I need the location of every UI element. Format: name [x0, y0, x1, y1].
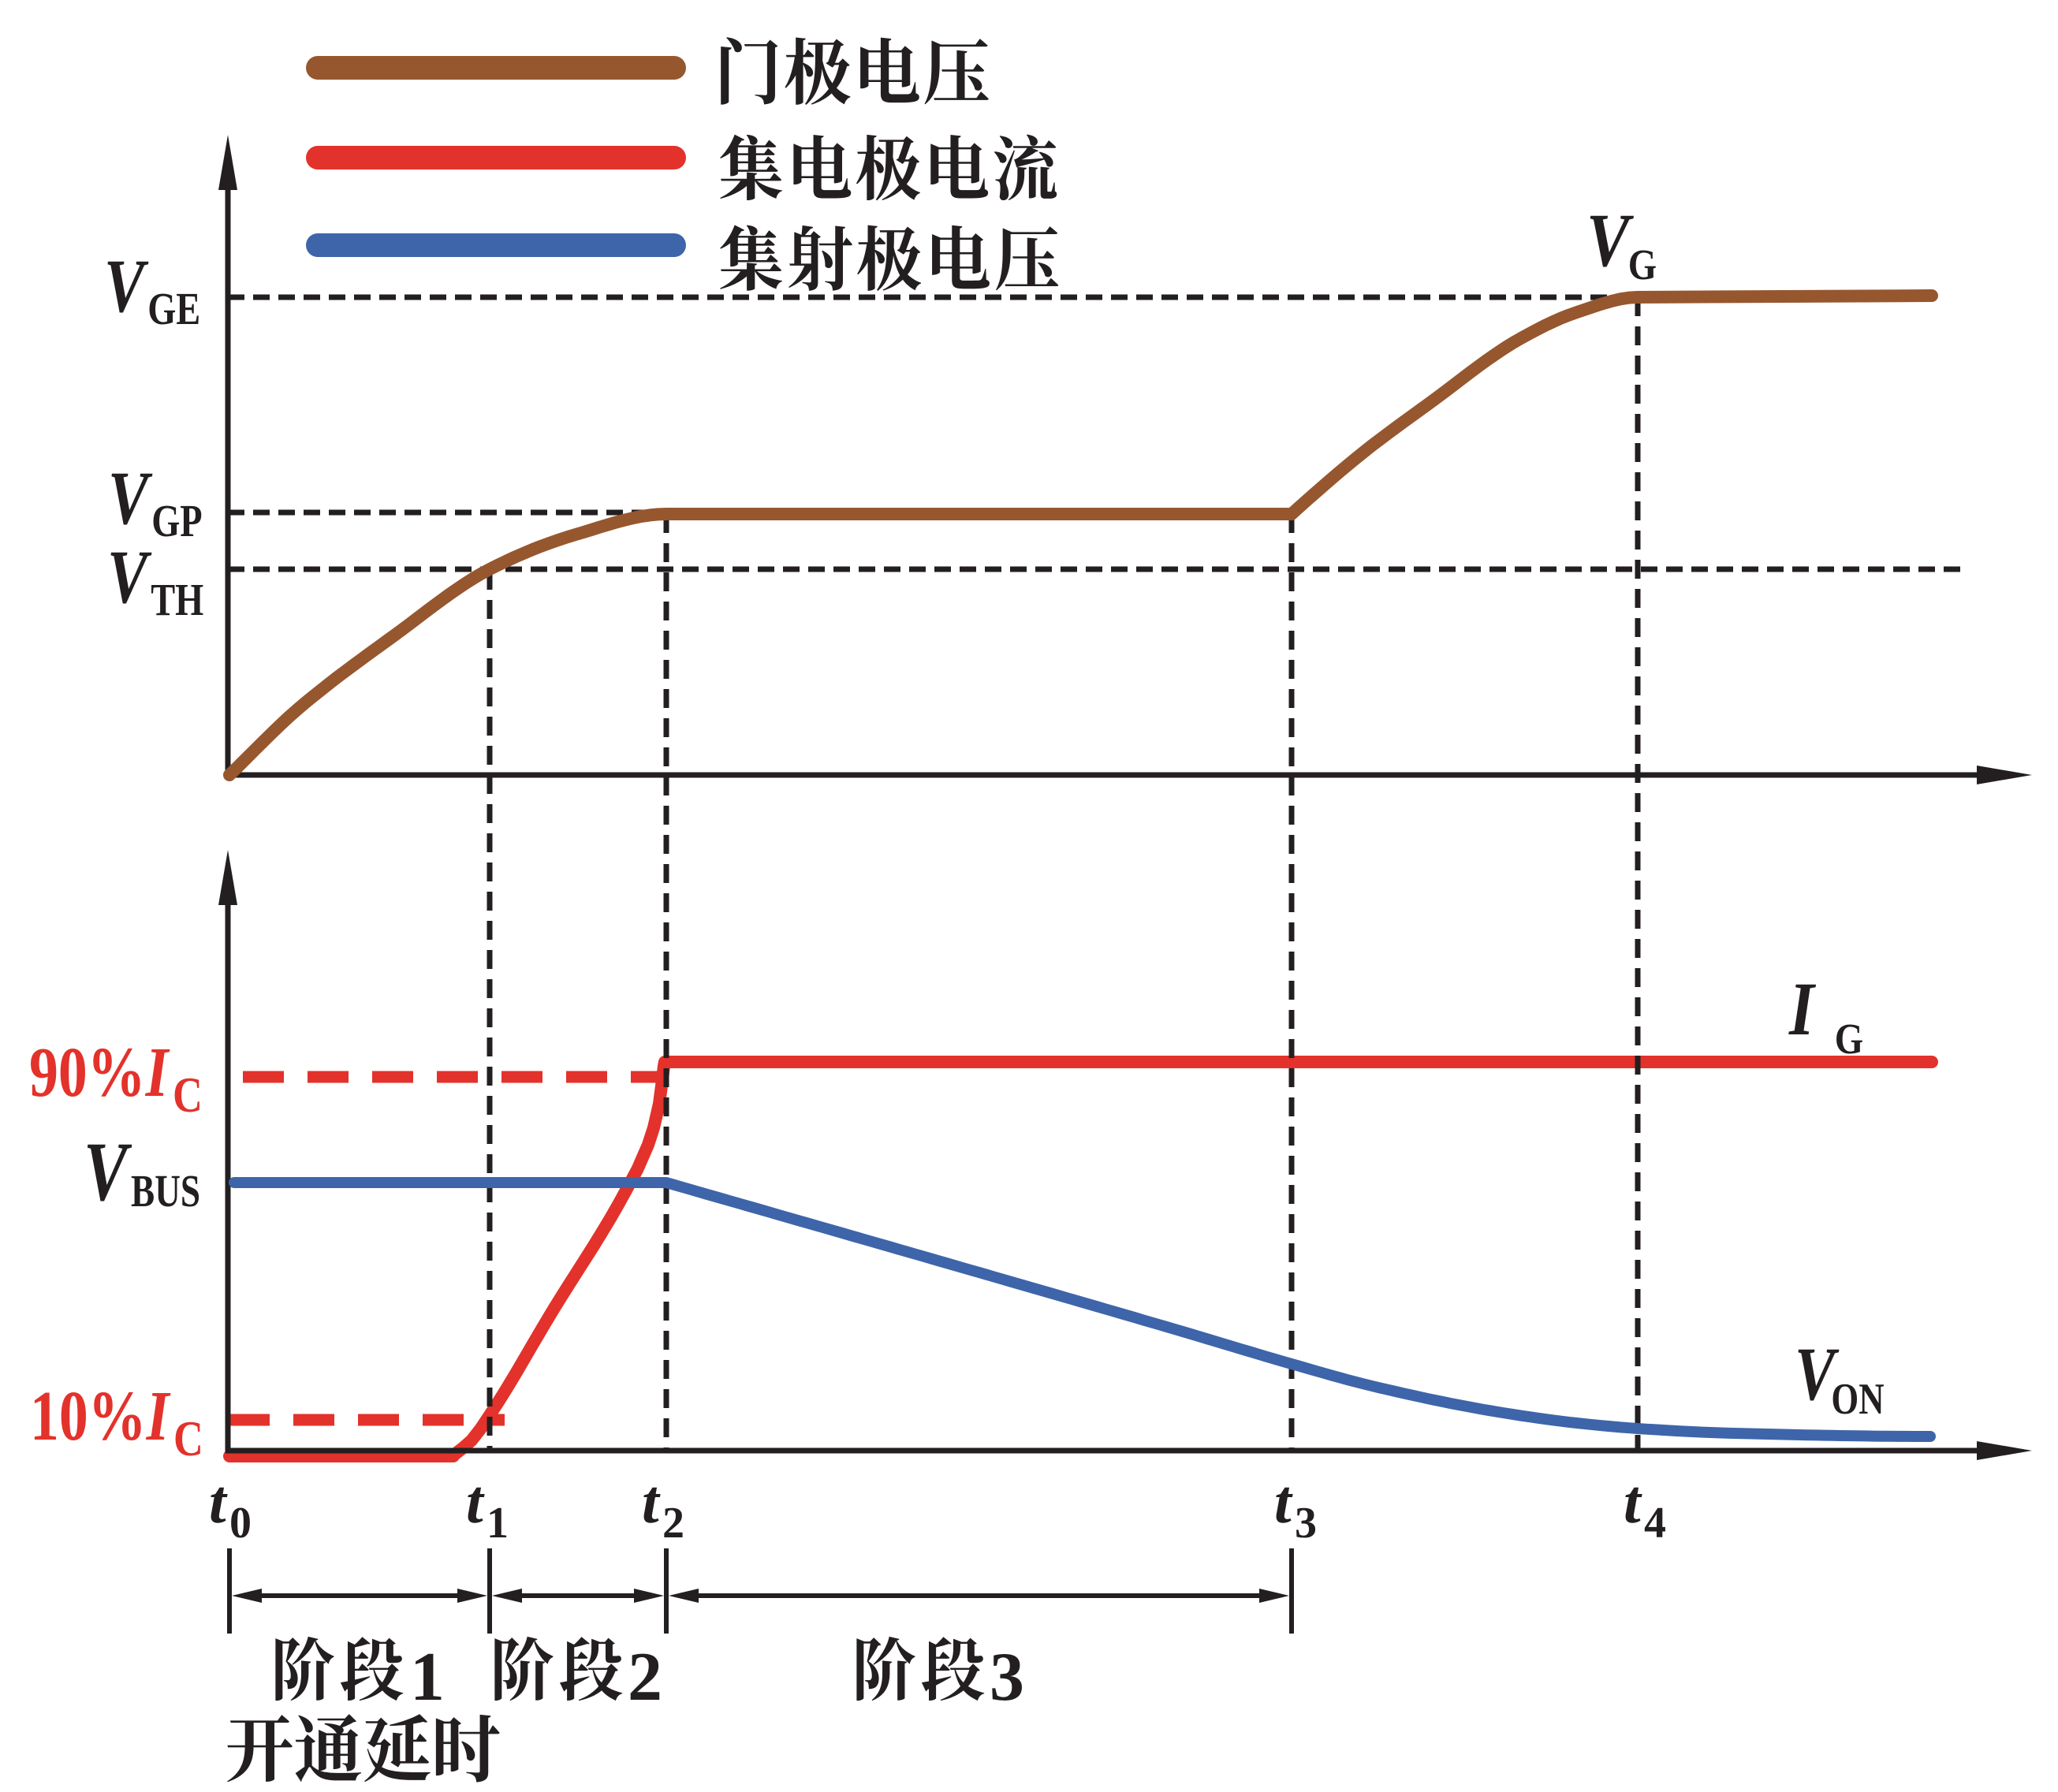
svg-text:BUS: BUS	[131, 1167, 200, 1217]
svg-text:t: t	[642, 1467, 661, 1536]
svg-text:0: 0	[229, 1499, 252, 1548]
svg-text:1: 1	[487, 1499, 509, 1548]
svg-text:V: V	[84, 1124, 132, 1218]
svg-text:90%I: 90%I	[29, 1033, 170, 1112]
svg-text:3: 3	[990, 1639, 1024, 1716]
svg-text:TH: TH	[151, 575, 203, 625]
svg-text:t: t	[1274, 1467, 1293, 1536]
svg-text:10%I: 10%I	[30, 1377, 171, 1455]
svg-text:2: 2	[662, 1499, 684, 1548]
svg-text:GE: GE	[147, 284, 200, 334]
svg-text:V: V	[104, 244, 149, 328]
svg-text:t: t	[209, 1467, 228, 1536]
svg-text:4: 4	[1644, 1499, 1666, 1548]
svg-text:G: G	[1628, 242, 1657, 289]
svg-text:3: 3	[1295, 1499, 1317, 1548]
svg-text:t: t	[466, 1467, 485, 1536]
svg-text:C: C	[173, 1410, 203, 1466]
svg-text:V: V	[1586, 199, 1634, 283]
svg-text:I: I	[1788, 968, 1817, 1052]
svg-text:V: V	[108, 456, 153, 540]
svg-text:C: C	[173, 1067, 203, 1123]
svg-text:t: t	[1624, 1467, 1642, 1536]
svg-text:2: 2	[628, 1639, 662, 1716]
svg-text:ON: ON	[1831, 1374, 1884, 1423]
svg-text:1: 1	[410, 1639, 445, 1716]
svg-text:V: V	[1795, 1332, 1840, 1416]
svg-text:G: G	[1835, 1016, 1863, 1064]
svg-text:GP: GP	[151, 496, 202, 546]
svg-text:V: V	[107, 535, 152, 619]
